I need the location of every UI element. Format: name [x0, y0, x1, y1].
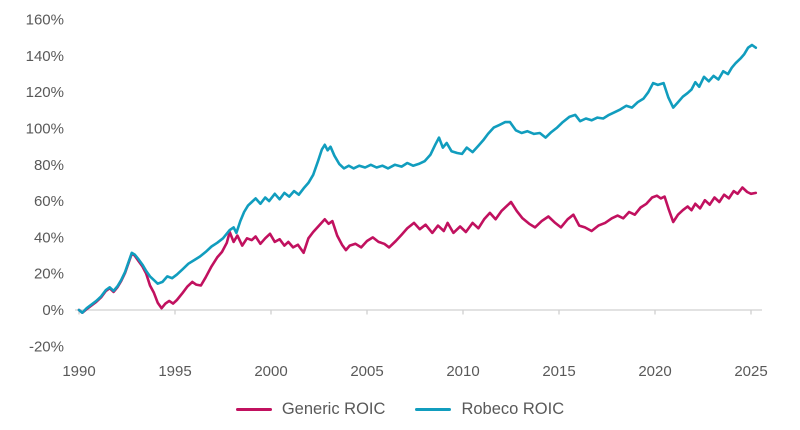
generic-roic-line: [77, 186, 758, 315]
legend-label-generic-roic: Generic ROIC: [281, 399, 386, 418]
x-axis-tick-label: 2005: [350, 363, 383, 380]
x-axis-tick-label: 2000: [254, 363, 287, 380]
y-axis-tick-label: 140%: [26, 48, 64, 65]
y-axis-tick-label: 60%: [34, 193, 64, 210]
x-axis-tick-label: 2020: [638, 363, 671, 380]
roic-line-chart-canvas: 160% 140% 120% 100% 80% 60% 40% 20% 0% -20% 1990 19…: [26, 12, 768, 380]
y-axis-tick-label: 20%: [34, 266, 64, 283]
y-axis-tick-label: 120%: [26, 84, 64, 101]
x-axis-tick-label: 1990: [62, 363, 95, 380]
legend-item-robeco-roic: Robeco ROIC: [415, 400, 564, 419]
x-axis-tick-label: 2025: [734, 363, 767, 380]
x-axis-tick-label: 2015: [542, 363, 575, 380]
y-axis-tick-label: -20%: [29, 338, 64, 355]
legend-item-generic-roic: Generic ROIC: [235, 399, 386, 419]
robeco-roic-line: [77, 43, 758, 315]
chart-legend: Generic ROIC Robeco ROIC: [0, 392, 800, 426]
x-axis-tick-label: 1995: [158, 363, 191, 380]
x-axis-tick-label: 2010: [446, 363, 479, 380]
y-axis-tick-label: 40%: [34, 229, 64, 246]
y-axis-tick-label: 0%: [42, 302, 64, 319]
legend-label-robeco-roic: Robeco ROIC: [461, 399, 565, 418]
robeco-roic-line-swatch: [415, 407, 452, 411]
generic-roic-line-swatch: [235, 407, 272, 411]
y-axis-tick-label: 80%: [34, 157, 64, 174]
y-axis-tick-label: 160%: [26, 12, 64, 29]
y-axis-tick-label: 100%: [26, 121, 64, 138]
